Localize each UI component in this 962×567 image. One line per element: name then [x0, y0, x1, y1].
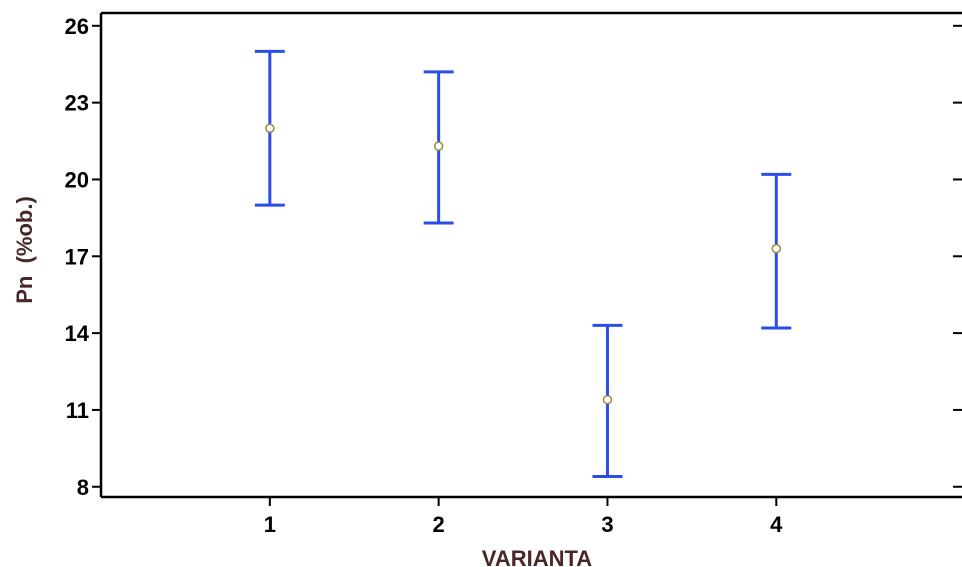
mean-marker: [433, 141, 444, 151]
mean-marker: [265, 123, 275, 133]
y-axis-title: Pn (%ob.): [12, 196, 37, 304]
y-tick-label: 14: [65, 321, 90, 346]
y-tick-label: 23: [65, 91, 89, 116]
x-tick-label: 2: [433, 512, 445, 537]
y-tick-label: 11: [66, 398, 89, 423]
x-axis-ticks: 1 2 3 4: [264, 497, 783, 537]
y-tick-label: 17: [65, 244, 89, 269]
x-tick-label: 1: [264, 512, 276, 537]
y-tick-label: 26: [65, 14, 89, 39]
x-tick-label: 3: [601, 512, 613, 537]
mean-marker: [602, 394, 613, 405]
y-tick-label: 8: [77, 475, 89, 500]
mean-marker: [771, 243, 782, 254]
x-tick-label: 4: [770, 512, 783, 537]
y-axis-ticks: 8 11 14 17 20 23 26: [65, 14, 962, 500]
mean-markers: [265, 123, 782, 405]
x-axis-title: VARIANTA: [482, 546, 593, 567]
error-bars: [254, 49, 792, 479]
y-tick-label: 20: [65, 167, 89, 192]
